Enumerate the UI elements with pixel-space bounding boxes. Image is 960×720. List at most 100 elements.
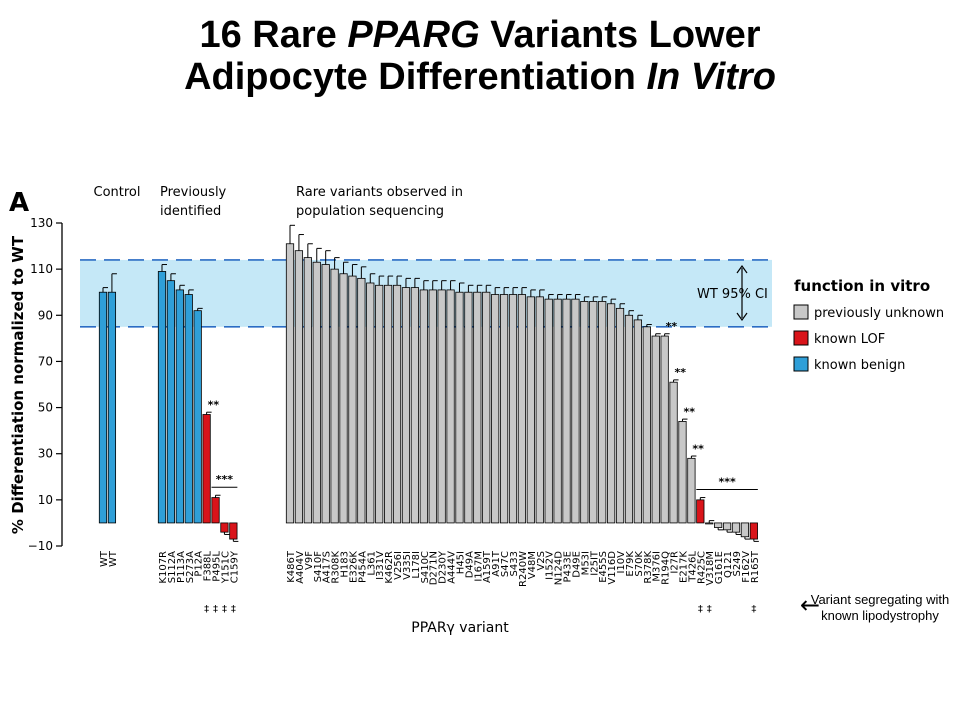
bar-g161e bbox=[714, 522, 723, 528]
x-tick-label: H45I bbox=[455, 551, 466, 574]
legend-label-unknown: previously unknown bbox=[814, 306, 944, 321]
bar-v9f bbox=[303, 257, 312, 524]
x-tick-label: E79K bbox=[625, 551, 636, 577]
x-tick-label: N124D bbox=[554, 551, 565, 586]
bar-f388l bbox=[202, 414, 211, 524]
y-tick-label: −10 bbox=[28, 539, 53, 553]
bar-y151c bbox=[220, 522, 229, 533]
bar-s433 bbox=[508, 294, 518, 524]
bar-n124d bbox=[553, 298, 562, 524]
x-tick-label: I27R bbox=[670, 551, 681, 574]
dagger-mark: ‡ bbox=[222, 604, 227, 615]
x-tick-label: R165T bbox=[750, 550, 761, 583]
bar-m53i bbox=[580, 301, 589, 524]
y-tick-label: 90 bbox=[38, 308, 53, 322]
legend-swatch-unknown bbox=[793, 304, 809, 320]
bar-h183 bbox=[339, 273, 348, 524]
ci-annotation: WT 95% CI bbox=[697, 264, 768, 322]
bar-q121 bbox=[722, 522, 732, 531]
bar-wt bbox=[98, 291, 108, 524]
bar-s47c bbox=[499, 294, 509, 524]
bar-s70k bbox=[633, 319, 642, 524]
y-tick-label: 70 bbox=[38, 354, 53, 368]
x-tick-label: D49E bbox=[571, 551, 582, 578]
x-tick-label: S433 bbox=[509, 551, 520, 576]
x-tick-label: E455S bbox=[598, 551, 609, 583]
bar-r378k bbox=[642, 326, 651, 524]
bar-s410f bbox=[312, 261, 321, 524]
title-text: 16 Rare bbox=[199, 14, 348, 56]
bar-i27r bbox=[669, 381, 678, 524]
bar-a159t bbox=[482, 291, 491, 524]
bar-l361 bbox=[366, 282, 375, 524]
legend-label-lof: known LOF bbox=[814, 332, 885, 347]
y-axis-title: % Differentiation normalized to WT bbox=[9, 235, 27, 534]
x-tick-label: S273A bbox=[185, 551, 196, 583]
bar-layer bbox=[98, 224, 759, 542]
x-tick-label: D271N bbox=[429, 551, 440, 585]
dagger-mark: ‡ bbox=[204, 604, 209, 615]
bar-d49e bbox=[571, 298, 580, 524]
bar-v48m bbox=[526, 296, 535, 524]
bar-i152v bbox=[544, 298, 553, 524]
x-tick-label: H183 bbox=[340, 551, 351, 578]
bar-c159y bbox=[229, 522, 238, 540]
left-arrow-icon: ← bbox=[800, 591, 821, 619]
group-label-control: Control bbox=[94, 185, 141, 200]
x-tick-label: L178I bbox=[411, 551, 422, 579]
bar-e326k bbox=[348, 275, 357, 524]
dagger-mark: ‡ bbox=[231, 604, 236, 615]
bar-v256i bbox=[392, 284, 402, 524]
x-tick-label: Q121 bbox=[723, 551, 734, 578]
group-label-previous-1: Previously bbox=[160, 185, 227, 200]
x-tick-label: F388L bbox=[203, 551, 214, 582]
legend-label-benign: known benign bbox=[814, 358, 905, 373]
legend-swatch-lof bbox=[793, 330, 809, 346]
x-tick-label: T426L bbox=[687, 551, 698, 583]
bar-wt bbox=[107, 291, 117, 524]
x-tick-label: Y151C bbox=[220, 551, 231, 584]
x-tick-label: R194Q bbox=[661, 551, 672, 585]
x-tick-label: V2S bbox=[536, 551, 547, 571]
x-tick-label: V318M bbox=[705, 551, 716, 586]
title-line-2: Adipocyte Differentiation In Vitro bbox=[0, 56, 960, 98]
bar-p12a bbox=[193, 310, 202, 524]
x-tick-label: P113A bbox=[176, 551, 187, 583]
bar-d271n bbox=[428, 289, 437, 524]
title-text: Variants Lower bbox=[479, 14, 761, 56]
bar-a444v bbox=[446, 289, 455, 524]
bar-d230y bbox=[437, 289, 446, 524]
x-tick-label: WT bbox=[108, 550, 119, 567]
bar-r308k bbox=[330, 268, 339, 524]
x-tick-label: E326K bbox=[348, 551, 359, 583]
x-tick-label: K462R bbox=[384, 551, 395, 584]
x-tick-label: I167M bbox=[473, 551, 484, 582]
bar-v2s bbox=[535, 296, 544, 524]
axis-layer: −10 10 30 50 70 90 110 130 bbox=[28, 216, 63, 553]
x-tick-label: D230Y bbox=[438, 550, 449, 584]
annotation-layer: **************** bbox=[208, 320, 758, 491]
panel-label: A bbox=[9, 188, 29, 218]
bar-p454a bbox=[357, 277, 366, 524]
x-tick-label: A159T bbox=[482, 550, 493, 583]
dagger-mark: ‡ bbox=[751, 604, 756, 615]
bar-e79k bbox=[624, 314, 634, 524]
dagger-mark: ‡ bbox=[707, 604, 712, 615]
bar-v116d bbox=[607, 303, 616, 524]
bar-a404v bbox=[294, 250, 304, 524]
bar-t426l bbox=[687, 457, 696, 524]
x-tick-label: V9F bbox=[304, 551, 315, 570]
x-tick-label: M53I bbox=[580, 551, 591, 575]
significance-stars: ** bbox=[666, 320, 678, 333]
lipodystrophy-note: Variant segregating with known lipodystr… bbox=[810, 592, 950, 623]
bar-r425c bbox=[696, 499, 705, 524]
x-tick-label: P433E bbox=[563, 551, 574, 582]
y-tick-label: 110 bbox=[30, 262, 53, 276]
x-tick-label: F162V bbox=[741, 551, 752, 583]
legend-title: function in vitro bbox=[794, 277, 930, 295]
x-tick-label: R425C bbox=[696, 551, 707, 584]
title-invitro: In Vitro bbox=[646, 56, 776, 98]
bar-d49a bbox=[464, 291, 473, 524]
x-tick-label: S410C bbox=[420, 551, 431, 583]
